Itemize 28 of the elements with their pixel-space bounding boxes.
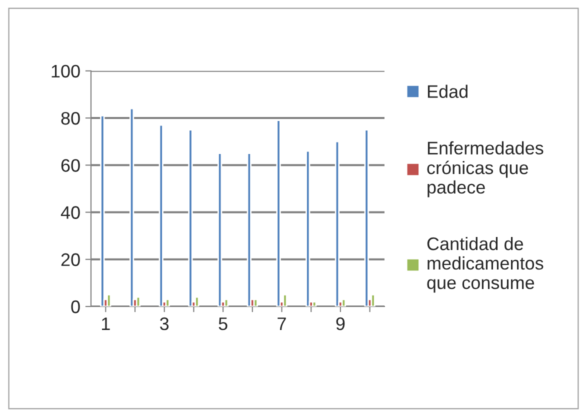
bar [246, 152, 252, 306]
x-tick-label: 5 [218, 318, 228, 330]
legend-label: Edad [428, 84, 468, 98]
y-tick-label: 100 [52, 64, 80, 78]
x-tick-label: 1 [102, 318, 110, 330]
bar [100, 114, 105, 306]
y-tick-label: 20 [61, 253, 80, 266]
bar [106, 294, 112, 306]
y-tick-label: 80 [61, 112, 80, 125]
legend-label: Cantidad de medicamentos que consume [427, 236, 544, 293]
y-tick-label: 40 [60, 206, 80, 219]
bar [253, 298, 258, 306]
bar [158, 124, 164, 306]
y-tick-label: 60 [61, 159, 80, 172]
x-tick-label: 7 [278, 318, 286, 330]
bar [218, 152, 222, 306]
bar [136, 296, 141, 306]
bar [129, 108, 134, 306]
bar [341, 298, 346, 306]
bar [334, 140, 340, 306]
bar [165, 298, 170, 306]
x-tick-label: 3 [160, 317, 169, 330]
bar [224, 298, 229, 306]
x-tick-label: 9 [336, 317, 345, 330]
bar [306, 150, 310, 306]
y-tick-label: 0 [71, 300, 80, 314]
bar [312, 301, 317, 306]
legend-label: Enfermedades crónicas que padece [427, 141, 544, 198]
